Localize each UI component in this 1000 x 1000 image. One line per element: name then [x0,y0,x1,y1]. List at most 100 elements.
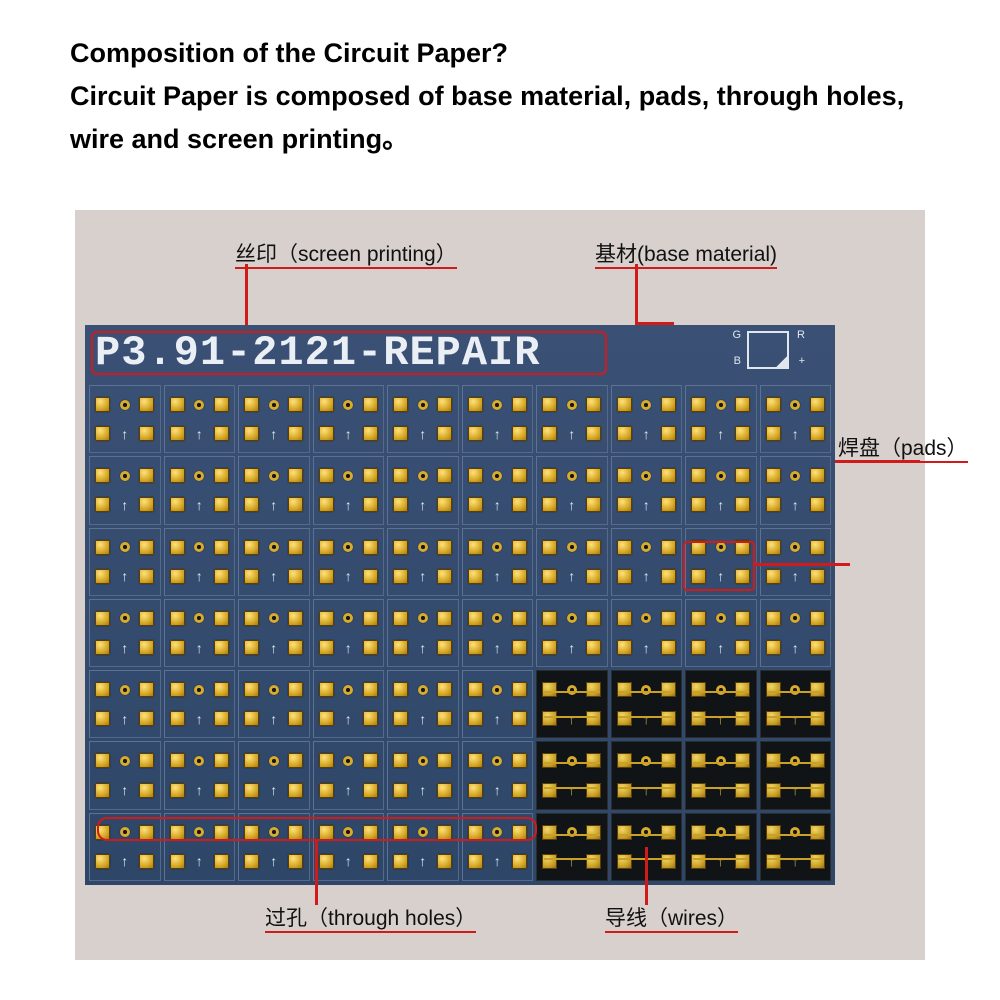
arrow-up-icon: ↑ [494,641,501,655]
arrow-up-icon: ↑ [643,641,650,655]
pad [214,640,229,655]
leader-wires-2 [645,884,648,902]
pad-cell: ↑ [387,670,459,738]
pad [810,825,825,840]
via [269,613,279,623]
pad [363,753,378,768]
via [641,685,651,695]
pad [319,540,334,555]
pad [691,497,706,512]
arrow-up-icon: ↑ [121,854,128,868]
arrow-up-icon: ↑ [494,498,501,512]
pad [244,682,259,697]
pad [170,397,185,412]
arrow-up-icon: ↑ [196,569,203,583]
via [492,756,502,766]
via [790,756,800,766]
pad [512,468,527,483]
pad [319,497,334,512]
pad [586,540,601,555]
pad [661,611,676,626]
pad [139,682,154,697]
pad [735,854,750,869]
arrow-up-icon: ↑ [717,854,724,868]
pad [691,711,706,726]
via [343,542,353,552]
pad-cell: ↑ [313,670,385,738]
pad [617,854,632,869]
pad-cell: ↑ [462,741,534,809]
pad [319,640,334,655]
arrow-up-icon: ↑ [568,427,575,441]
pad [766,753,781,768]
pad-cell: ↑ [685,528,757,596]
pad-cell: ↑ [238,670,310,738]
pad [468,783,483,798]
via [567,400,577,410]
arrow-up-icon: ↑ [196,641,203,655]
pad-cell: ↑ [611,741,683,809]
pad [468,426,483,441]
pad-cell: ↑ [536,456,608,524]
arrow-up-icon: ↑ [345,427,352,441]
via [716,613,726,623]
arrow-up-icon: ↑ [792,427,799,441]
pad [691,397,706,412]
leader-base-1 [635,264,638,324]
arrow-up-icon: ↑ [792,854,799,868]
pad [617,426,632,441]
via [194,542,204,552]
pad [393,611,408,626]
pad-cell: ↑ [760,813,832,881]
pad [393,854,408,869]
pad [766,468,781,483]
via [641,471,651,481]
pad [766,711,781,726]
pad [244,783,259,798]
pad [661,711,676,726]
pad [393,753,408,768]
pad [288,569,303,584]
leader-screenprint-1 [245,264,248,332]
pad [542,753,557,768]
pad [139,426,154,441]
pad [810,854,825,869]
pad [691,540,706,555]
pad [661,854,676,869]
pad [437,540,452,555]
pad [170,711,185,726]
pad [95,640,110,655]
pad [661,397,676,412]
pad-cell: ↑ [760,670,832,738]
pad-cell: ↑ [164,528,236,596]
pad [95,497,110,512]
pad-cell: ↑ [611,599,683,667]
pad [437,569,452,584]
arrow-up-icon: ↑ [494,712,501,726]
pad [661,426,676,441]
pad [468,611,483,626]
pad [319,682,334,697]
arrow-up-icon: ↑ [270,712,277,726]
pad-cell: ↑ [760,599,832,667]
arrow-up-icon: ↑ [345,854,352,868]
heading-line-1: Composition of the Circuit Paper? [70,32,935,75]
pad [766,825,781,840]
pad [393,468,408,483]
pad-cell: ↑ [238,599,310,667]
pad-cell: ↑ [164,813,236,881]
pad [617,397,632,412]
pad [214,540,229,555]
corner-R: R [797,329,805,341]
pad [214,854,229,869]
via [418,542,428,552]
arrow-up-icon: ↑ [345,498,352,512]
pad [661,540,676,555]
pad-cell: ↑ [164,670,236,738]
arrow-up-icon: ↑ [270,854,277,868]
pad-cell: ↑ [536,599,608,667]
pad [542,397,557,412]
pad [363,711,378,726]
pad [214,783,229,798]
pad [766,640,781,655]
